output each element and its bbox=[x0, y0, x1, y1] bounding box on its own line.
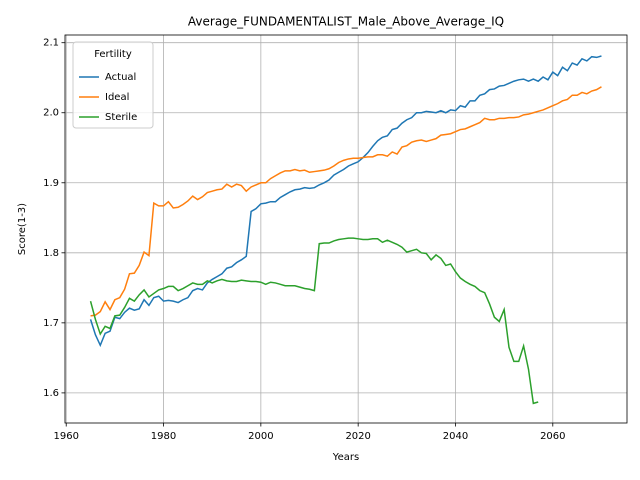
x-axis-label: Years bbox=[332, 452, 359, 463]
x-tick-label: 2040 bbox=[443, 431, 468, 442]
series-line bbox=[90, 86, 602, 317]
legend-title: Fertility bbox=[94, 49, 132, 60]
x-tick-label: 1960 bbox=[53, 431, 78, 442]
y-tick-label: 1.7 bbox=[43, 318, 59, 329]
legend-label: Actual bbox=[105, 72, 136, 83]
chart-title: Average_FUNDAMENTALIST_Male_Above_Averag… bbox=[188, 15, 504, 29]
y-tick-label: 1.9 bbox=[43, 178, 59, 189]
y-tick-label: 2.1 bbox=[43, 38, 59, 49]
y-tick-label: 1.8 bbox=[43, 248, 59, 259]
legend-box bbox=[72, 41, 154, 129]
legend-label: Sterile bbox=[105, 112, 137, 123]
x-tick-label: 2000 bbox=[248, 431, 273, 442]
legend-label: Ideal bbox=[105, 92, 129, 103]
x-tick-label: 2060 bbox=[540, 431, 565, 442]
plot-frame bbox=[64, 34, 628, 424]
x-tick-label: 1980 bbox=[151, 431, 176, 442]
y-tick-label: 1.6 bbox=[43, 388, 59, 399]
y-axis-label: Score(1-3) bbox=[17, 203, 28, 255]
series-line bbox=[89, 55, 602, 348]
series-line bbox=[89, 237, 539, 405]
y-tick-label: 2.0 bbox=[43, 108, 59, 119]
x-tick-label: 2020 bbox=[345, 431, 370, 442]
